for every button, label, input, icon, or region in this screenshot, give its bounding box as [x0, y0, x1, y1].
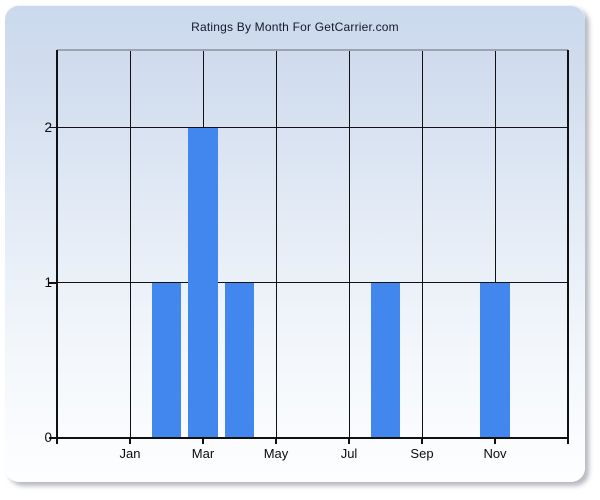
bar-aug [370, 282, 401, 437]
x-tick-label: May [263, 446, 289, 461]
y-tick-mark [49, 282, 57, 284]
chart-panel: Ratings By Month For GetCarrier.com Jan M… [5, 5, 585, 482]
x-gridline [129, 51, 131, 437]
x-tick-label: Sep [410, 446, 434, 461]
bar-feb [151, 282, 182, 437]
plot-area: Jan Mar May Jul Sep Nov 0 1 2 [5, 5, 585, 482]
x-gridline [421, 51, 423, 437]
x-tick-mark [56, 439, 58, 444]
x-gridline [348, 51, 350, 437]
y-tick-mark [49, 437, 57, 439]
x-tick-mark [421, 439, 423, 444]
x-tick-mark [202, 439, 204, 444]
y-gridline [57, 127, 568, 129]
x-tick-label: Nov [483, 446, 507, 461]
bar-mar [188, 127, 218, 437]
bar-nov [480, 282, 510, 437]
x-tick-mark [129, 439, 131, 444]
bar-apr [224, 282, 255, 437]
x-gridline [494, 51, 496, 437]
x-tick-mark [275, 439, 277, 444]
y-axis-line [55, 50, 58, 438]
x-tick-label: Jan [119, 446, 141, 461]
x-axis-line [49, 437, 569, 439]
chart-title: Ratings By Month For GetCarrier.com [191, 20, 399, 34]
y-gridline [57, 282, 568, 284]
y-tick-label: 1 [44, 274, 52, 290]
x-tick-mark [494, 439, 496, 444]
y-tick-mark [49, 126, 57, 129]
y-tick-label: 0 [44, 430, 52, 445]
x-gridline [275, 51, 277, 437]
plot-top-border [57, 49, 568, 51]
x-tick-label: Mar [191, 446, 215, 461]
x-tick-mark [348, 439, 350, 444]
plot-right-border [567, 50, 569, 443]
x-tick-mark [567, 439, 569, 444]
y-tick-label: 2 [44, 119, 52, 135]
x-tick-label: Jul [340, 446, 358, 461]
